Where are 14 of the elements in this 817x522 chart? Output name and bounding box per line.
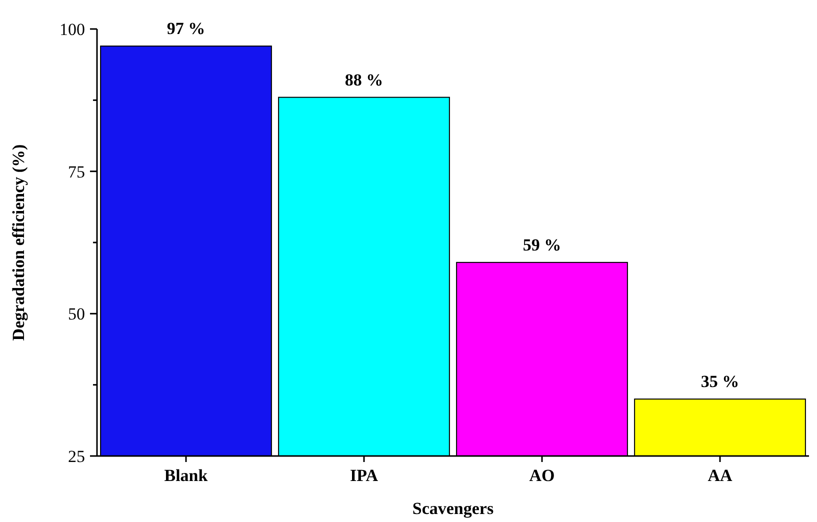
x-tick-label: AA [708,466,733,485]
x-axis-title: Scavengers [412,499,494,518]
data-label: 35 % [700,372,740,392]
y-tick-label: 50 [68,304,85,324]
y-tick-label: 25 [68,446,85,466]
data-label: 59 % [522,235,562,254]
x-tick-label: Blank [164,466,208,485]
x-tick-label: AO [529,466,555,485]
data-label: 88 % [344,70,384,90]
y-tick-label: 100 [60,20,85,39]
data-label: 97 % [166,19,206,38]
x-tick-label: IPA [350,466,379,485]
y-tick-label: 75 [68,162,85,182]
y-axis-title: Degradation efficiency (%) [9,144,28,341]
